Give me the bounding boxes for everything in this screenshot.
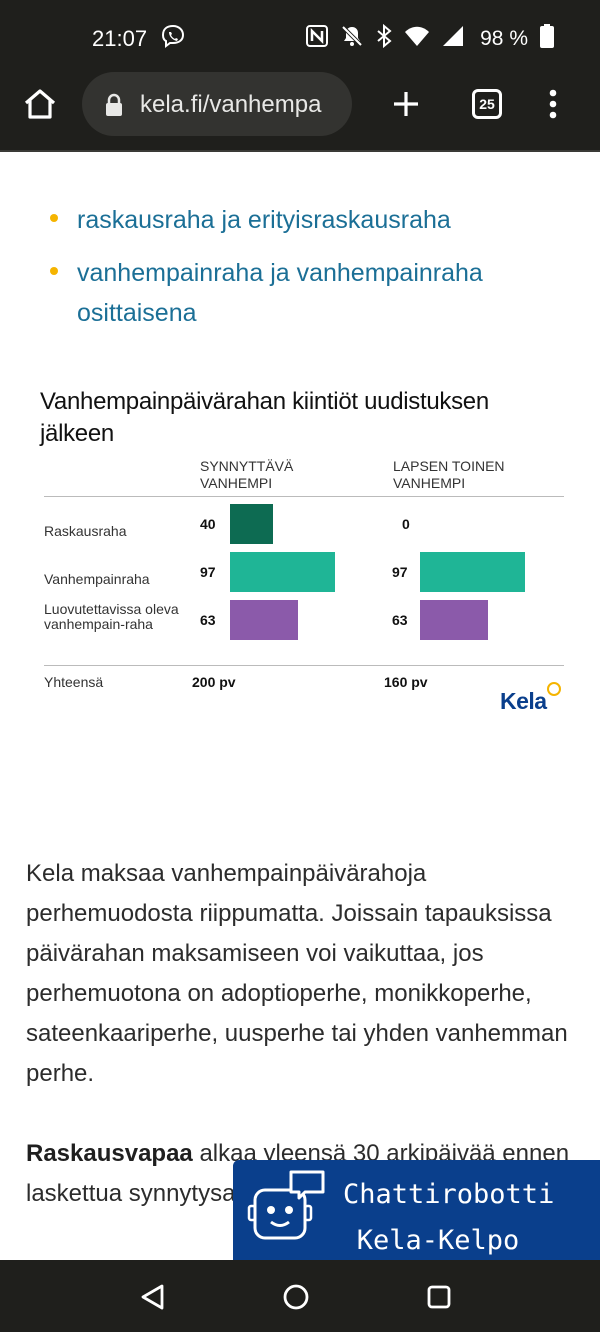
home-circle-icon[interactable] <box>283 1284 309 1315</box>
chart-title: Vanhempainpäivärahan kiintiöt uudistukse… <box>40 388 489 447</box>
status-bar: 21:07 98 % <box>0 0 600 72</box>
more-menu-icon[interactable] <box>548 88 558 125</box>
quota-chart: Vanhempainpäivärahan kiintiöt uudistukse… <box>40 386 570 726</box>
mute-icon <box>340 24 364 53</box>
row-label: Raskausraha <box>44 523 127 539</box>
chatbot-button[interactable]: Chattirobotti Kela-Kelpo <box>233 1160 600 1260</box>
column-header: SYNNYTTÄVÄ VANHEMPI <box>200 458 294 491</box>
bar <box>230 552 335 592</box>
chatbot-label-line: Chattirobotti <box>343 1179 555 1210</box>
bullet-icon <box>50 214 58 222</box>
bold-term: Raskausvapaa <box>26 1140 193 1167</box>
kela-logo-mark <box>547 682 561 696</box>
bar <box>230 504 273 544</box>
recent-apps-icon[interactable] <box>427 1285 451 1314</box>
battery-percentage: 98 % <box>480 26 528 50</box>
url-text: kela.fi/vanhempa <box>140 91 322 118</box>
bar <box>230 600 298 640</box>
total-divider <box>44 665 564 666</box>
bar <box>420 600 488 640</box>
kela-logo: Kela <box>500 688 547 714</box>
back-icon[interactable] <box>140 1284 166 1315</box>
battery-icon <box>540 24 554 53</box>
address-bar[interactable]: kela.fi/vanhempa <box>82 72 352 136</box>
bullet-icon <box>50 267 58 275</box>
viber-icon <box>160 24 186 55</box>
bar-value-label: 63 <box>200 612 216 628</box>
chatbot-label: Chattirobotti Kela-Kelpo <box>343 1172 555 1264</box>
body-paragraph: Kela maksaa vanhempainpäivärahoja perhem… <box>26 860 568 1087</box>
bar-value-label: 97 <box>200 564 216 580</box>
list-item-link[interactable]: vanhempainraha ja vanhempainraha osittai… <box>77 259 483 327</box>
signal-icon <box>442 25 464 52</box>
lock-icon <box>104 93 124 122</box>
wifi-icon <box>404 25 430 52</box>
system-nav-bar <box>0 1260 600 1332</box>
new-tab-icon[interactable] <box>390 88 422 125</box>
total-label: Yhteensä <box>44 674 104 690</box>
bar-value-label: 0 <box>402 516 410 532</box>
bar-value-label: 63 <box>392 612 408 628</box>
row-label: Vanhempainraha <box>44 571 150 587</box>
chatbot-label-line: Kela-Kelpo <box>356 1225 520 1256</box>
status-icons: 98 % <box>306 23 554 53</box>
tab-switcher-button[interactable]: 25 <box>472 89 502 119</box>
list-item-link[interactable]: raskausraha ja erityisraskausraha <box>77 206 451 234</box>
header-divider <box>44 496 564 497</box>
status-time: 21:07 <box>92 26 148 51</box>
home-icon[interactable] <box>22 86 58 122</box>
browser-toolbar: kela.fi/vanhempa 25 <box>0 72 600 152</box>
toolbar-divider <box>0 150 600 152</box>
bar-value-label: 40 <box>200 516 216 532</box>
row-label: Luovutettavissa oleva vanhempain-raha <box>44 601 179 632</box>
bar-value-label: 97 <box>392 564 408 580</box>
nfc-icon <box>306 25 329 52</box>
column-header: LAPSEN TOINEN VANHEMPI <box>393 458 505 491</box>
bluetooth-icon <box>376 23 392 53</box>
bar <box>420 552 525 592</box>
total-value: 160 pv <box>384 674 428 690</box>
total-value: 200 pv <box>192 674 236 690</box>
robot-icon <box>245 1168 329 1257</box>
